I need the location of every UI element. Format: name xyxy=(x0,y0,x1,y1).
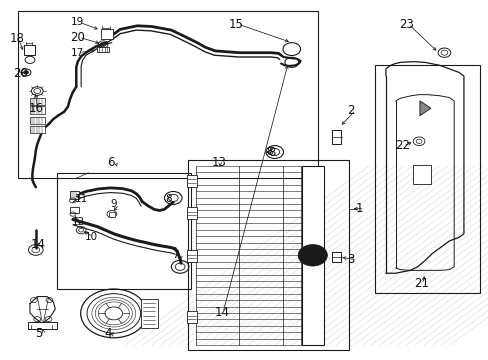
Bar xyxy=(18,12,317,178)
Text: 15: 15 xyxy=(228,18,244,31)
Bar xyxy=(70,191,79,199)
Text: 10: 10 xyxy=(84,232,98,242)
Text: 5: 5 xyxy=(35,327,42,340)
Bar xyxy=(331,252,340,262)
Bar xyxy=(30,98,44,105)
Bar xyxy=(30,126,44,134)
Bar xyxy=(27,321,57,329)
Text: 20: 20 xyxy=(13,67,28,80)
Text: 17: 17 xyxy=(70,48,83,58)
Text: 16: 16 xyxy=(29,102,44,115)
Bar xyxy=(331,130,340,144)
Bar xyxy=(188,160,348,350)
Polygon shape xyxy=(419,101,430,116)
Text: 23: 23 xyxy=(399,18,414,31)
Bar xyxy=(101,29,113,39)
Text: 3: 3 xyxy=(346,253,353,266)
Text: 1: 1 xyxy=(355,202,363,215)
Circle shape xyxy=(23,71,28,74)
Text: 22: 22 xyxy=(394,139,409,152)
Text: 14: 14 xyxy=(31,238,46,251)
Bar xyxy=(97,46,109,51)
Bar xyxy=(57,173,190,289)
Bar xyxy=(30,117,44,125)
Text: 8: 8 xyxy=(165,194,172,204)
Bar xyxy=(141,299,158,328)
Text: 6: 6 xyxy=(107,156,114,169)
Circle shape xyxy=(298,244,327,266)
Text: 11: 11 xyxy=(75,194,88,204)
Bar xyxy=(109,212,115,217)
Text: 21: 21 xyxy=(413,278,428,291)
Text: 13: 13 xyxy=(211,156,226,169)
Text: 9: 9 xyxy=(110,199,117,210)
Text: 18: 18 xyxy=(9,32,24,45)
Bar xyxy=(30,107,44,114)
Bar xyxy=(186,311,196,323)
Bar xyxy=(302,166,324,345)
Text: 14: 14 xyxy=(214,306,229,319)
Text: 20: 20 xyxy=(70,31,85,44)
Bar xyxy=(186,207,196,220)
Bar xyxy=(374,65,479,293)
Bar xyxy=(24,45,35,55)
Bar xyxy=(186,175,196,187)
Text: 2: 2 xyxy=(346,104,354,117)
Text: 12: 12 xyxy=(71,217,84,227)
Bar xyxy=(412,165,430,184)
Bar xyxy=(186,250,196,262)
Text: 8: 8 xyxy=(266,147,272,157)
Text: 8: 8 xyxy=(267,145,275,158)
Bar xyxy=(70,207,79,213)
Text: 4: 4 xyxy=(104,327,111,340)
Text: 7: 7 xyxy=(172,249,179,260)
Text: 19: 19 xyxy=(70,17,83,27)
